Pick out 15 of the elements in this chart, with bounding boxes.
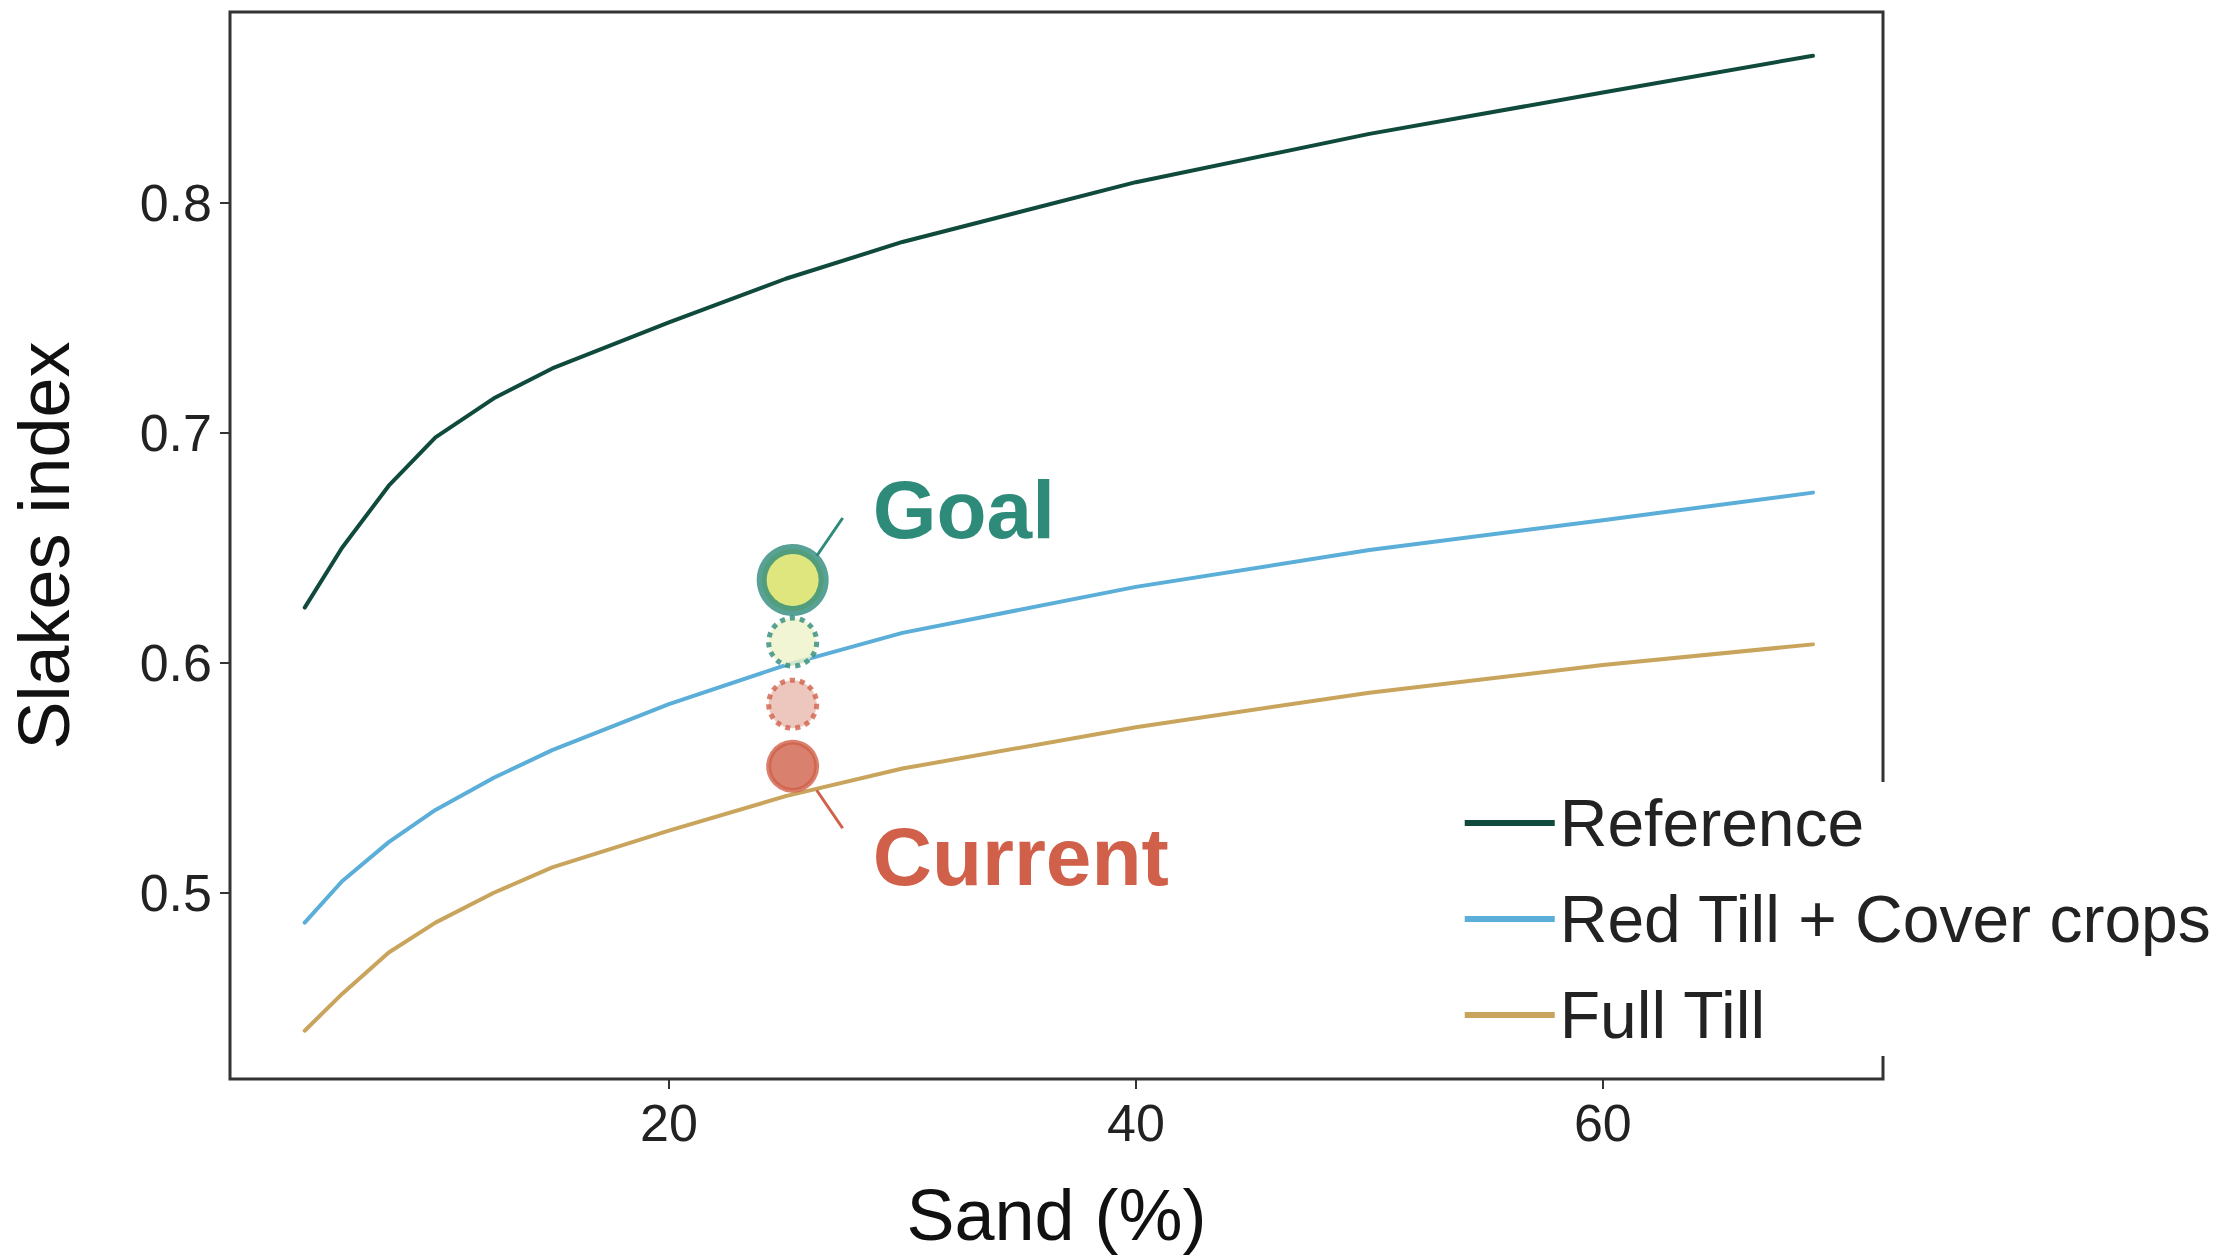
x-tick-label: 60 bbox=[1573, 1094, 1632, 1152]
y-tick-label: 0.6 bbox=[139, 633, 212, 692]
legend-label: Red Till + Cover crops bbox=[1559, 882, 2211, 956]
y-tick-label: 0.8 bbox=[139, 173, 212, 232]
legend-label: Reference bbox=[1559, 786, 1865, 860]
y-axis-title: Slakes index bbox=[4, 341, 84, 750]
annotation: Goal bbox=[872, 464, 1055, 556]
x-tick-label: 20 bbox=[640, 1094, 698, 1152]
x-tick-label: 40 bbox=[1106, 1094, 1165, 1152]
line-series bbox=[302, 53, 1815, 610]
annotation: Current bbox=[872, 810, 1169, 902]
legend-label: Full Till bbox=[1559, 978, 1766, 1052]
y-tick-label: 0.5 bbox=[139, 863, 212, 922]
y-tick-label: 0.7 bbox=[139, 403, 212, 462]
x-axis-title: Sand (%) bbox=[906, 1175, 1207, 1255]
